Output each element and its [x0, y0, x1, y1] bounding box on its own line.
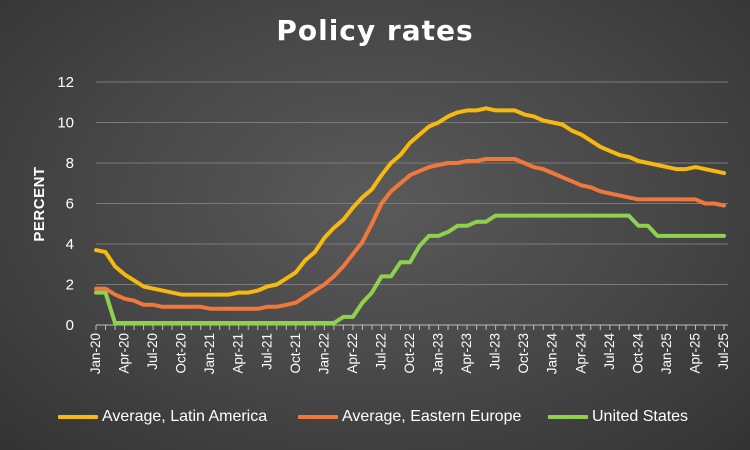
y-tick-label: 12 [57, 74, 74, 91]
x-tick-label: Apr-25 [687, 333, 702, 374]
y-tick-label: 0 [66, 317, 74, 334]
gridlines [96, 81, 728, 326]
x-tick-label: Oct-23 [516, 333, 531, 374]
legend-label: Average, Eastern Europe [342, 408, 522, 425]
x-tick-label: Apr-22 [345, 333, 360, 374]
series-line-average-latin-america [94, 106, 726, 297]
x-tick-label: Oct-21 [288, 333, 303, 374]
chart-title: Policy rates [276, 14, 474, 47]
y-tick-label: 10 [57, 115, 74, 132]
x-tick-label: Jul-21 [259, 333, 274, 370]
x-tick-label: Apr-23 [459, 333, 474, 374]
x-tick-label: Jan-25 [659, 333, 674, 374]
x-tick-label: Jul-25 [716, 333, 731, 370]
legend-swatch-latin-america [58, 415, 98, 419]
x-tick-label: Jan-23 [431, 333, 446, 374]
x-tick-label: Jan-24 [545, 333, 560, 375]
legend-item-eastern-europe: Average, Eastern Europe [298, 408, 521, 426]
x-tick-label: Apr-20 [117, 333, 132, 374]
x-tick-label: Apr-24 [573, 333, 588, 374]
y-axis-ticks: 0 2 4 6 8 10 12 [57, 74, 74, 334]
x-tick-label: Jul-20 [145, 333, 160, 370]
series-line-united-states [94, 213, 726, 325]
x-tick-label: Apr-21 [231, 333, 246, 374]
x-axis: Jan-20 Apr-20 Jul-20 Oct-20 Jan-21 Apr-21 Jul-… [88, 324, 731, 375]
y-axis-label: PERCENT [31, 166, 48, 241]
y-tick-label: 8 [66, 155, 74, 172]
legend-label: United States [592, 408, 689, 425]
x-tick-label: Jan-22 [316, 333, 331, 374]
series-lines [94, 106, 726, 325]
x-tick-label: Jul-24 [602, 333, 617, 370]
y-tick-label: 4 [66, 236, 74, 253]
x-tick-label: Jul-23 [488, 333, 503, 370]
legend-label: Average, Latin America [102, 408, 268, 425]
y-tick-label: 6 [66, 196, 74, 213]
legend: Average, Latin America Average, Eastern … [0, 408, 750, 430]
legend-item-united-states: United States [548, 408, 688, 426]
x-tick-label: Jul-22 [373, 333, 388, 370]
x-tick-label: Oct-24 [630, 333, 645, 374]
x-tick-label: Oct-22 [402, 333, 417, 374]
x-tick-label: Oct-20 [174, 333, 189, 374]
x-tick-label: Jan-20 [88, 333, 103, 374]
y-tick-label: 2 [66, 277, 74, 294]
x-tick-label: Jan-21 [202, 333, 217, 374]
legend-item-latin-america: Average, Latin America [58, 408, 267, 426]
legend-swatch-eastern-europe [298, 415, 338, 419]
legend-swatch-united-states [548, 415, 588, 419]
series-line-average-eastern-europe [94, 157, 726, 311]
